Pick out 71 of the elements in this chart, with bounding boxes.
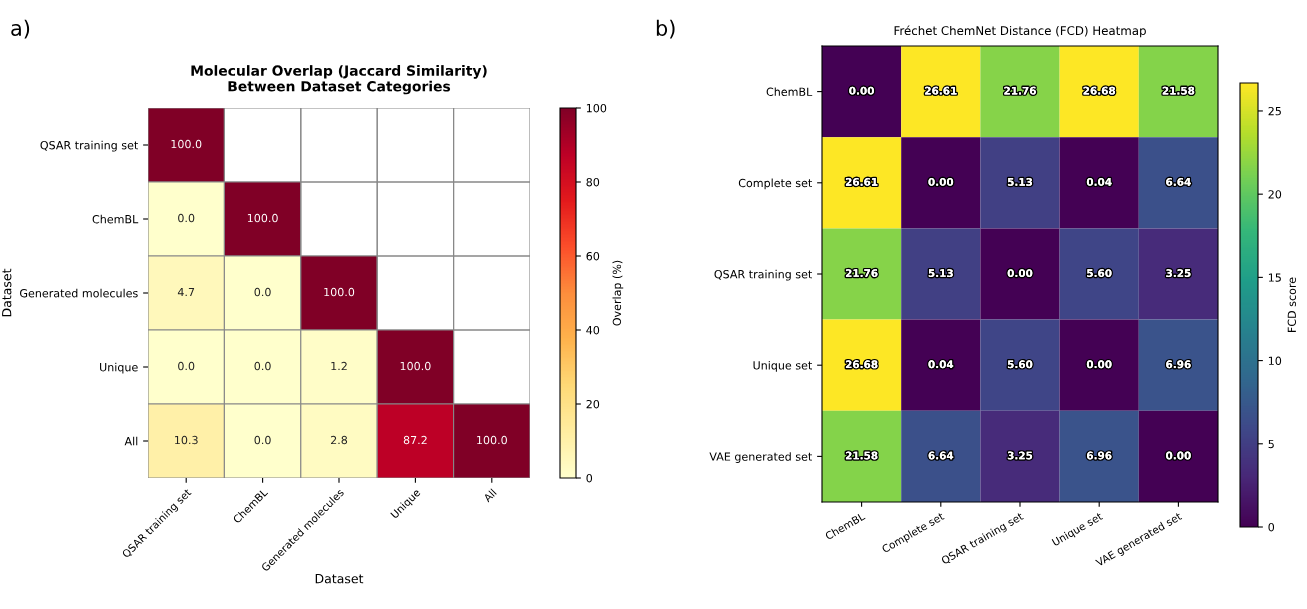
data-label: 5.60: [1007, 360, 1033, 369]
chart-title: Molecular Overlap (Jaccard Similarity) Between Dataset Categories: [191, 65, 487, 95]
data-label: 0.0: [254, 435, 271, 445]
data-label: 100.0: [247, 213, 278, 223]
data-label: 100.0: [324, 287, 355, 297]
y-tick-label: Unique set: [753, 360, 813, 372]
y-tick-label: Complete set: [738, 178, 813, 190]
data-label: 100.0: [477, 435, 507, 445]
data-label: 26.61: [925, 86, 957, 95]
y-tick-label: VAE generated set: [709, 452, 813, 463]
data-label: 5.13: [1007, 177, 1033, 186]
color-bar-label: 100: [586, 103, 607, 113]
data-label: 21.58: [845, 451, 878, 460]
data-label: 3.25: [1007, 451, 1033, 460]
color-bar-title: Overlap (%): [612, 260, 624, 326]
data-label: 6.96: [1087, 451, 1112, 460]
data-label: 1.2: [331, 361, 347, 371]
color-bar-label: 15: [1268, 273, 1281, 282]
y-tick-label: All: [124, 436, 138, 446]
color-bar-label: 80: [586, 177, 600, 187]
data-label: 0.04: [928, 360, 954, 369]
y-tick-label: Unique: [100, 362, 138, 374]
data-label: 6.64: [928, 451, 954, 460]
color-bar-label: 20: [586, 399, 600, 409]
data-label: 3.25: [1166, 269, 1191, 278]
data-label: 0.00: [1166, 451, 1191, 460]
data-label: 10.3: [175, 435, 198, 445]
data-label: 87.2: [403, 435, 427, 445]
y-tick-label: ChemBL: [766, 87, 813, 96]
data-label: 5.60: [1087, 269, 1112, 278]
data-label: 21.76: [845, 269, 878, 278]
y-tick-label: QSAR training set: [714, 269, 813, 281]
data-label: 26.68: [1083, 86, 1116, 95]
data-label: 0.00: [928, 177, 954, 186]
data-label: 100.0: [400, 361, 431, 371]
text: a): [11, 19, 30, 39]
data-label: 26.61: [845, 177, 878, 186]
color-bar-title: FCD score: [1287, 277, 1297, 332]
color-bar-label: 25: [1268, 106, 1281, 116]
y-axis-title: Dataset: [2, 268, 12, 317]
chart-title: Fréchet ChemNet Distance (FCD) Heatmap: [894, 25, 1146, 38]
y-tick-label: QSAR training set: [40, 140, 139, 152]
data-label: 0.00: [849, 86, 874, 95]
color-bar-label: 40: [586, 325, 600, 335]
data-label: 0.0: [254, 361, 271, 371]
data-label: 6.64: [1166, 177, 1191, 186]
data-label: 100.0: [171, 139, 202, 149]
data-label: 0.0: [178, 213, 195, 223]
data-label: 0.0: [178, 361, 195, 371]
color-bar-label: 60: [586, 251, 600, 261]
data-label: 0.00: [1086, 360, 1112, 369]
x-tick-label: All: [482, 488, 497, 503]
data-label: 0.04: [1086, 177, 1112, 186]
data-label: 2.8: [330, 435, 348, 445]
data-label: 6.96: [1166, 360, 1191, 369]
color-bar-label: 0: [586, 473, 593, 483]
y-tick-label: Generated molecules: [20, 288, 138, 298]
data-label: 0.00: [1007, 269, 1033, 278]
x-axis-title: Dataset: [315, 574, 364, 584]
color-bar-label: 0: [1268, 522, 1275, 532]
y-tick-label: ChemBL: [92, 214, 139, 224]
data-label: 0.0: [254, 287, 271, 297]
color-bar-label: 20: [1268, 190, 1282, 199]
data-label: 21.58: [1162, 86, 1195, 95]
data-label: 4.7: [177, 287, 195, 297]
data-label: 21.76: [1004, 86, 1036, 95]
data-label: 5.13: [928, 269, 953, 278]
color-bar-label: 10: [1268, 356, 1282, 365]
text: b): [656, 19, 675, 39]
data-label: 26.68: [845, 360, 878, 369]
color-bar-label: 5: [1268, 439, 1274, 449]
